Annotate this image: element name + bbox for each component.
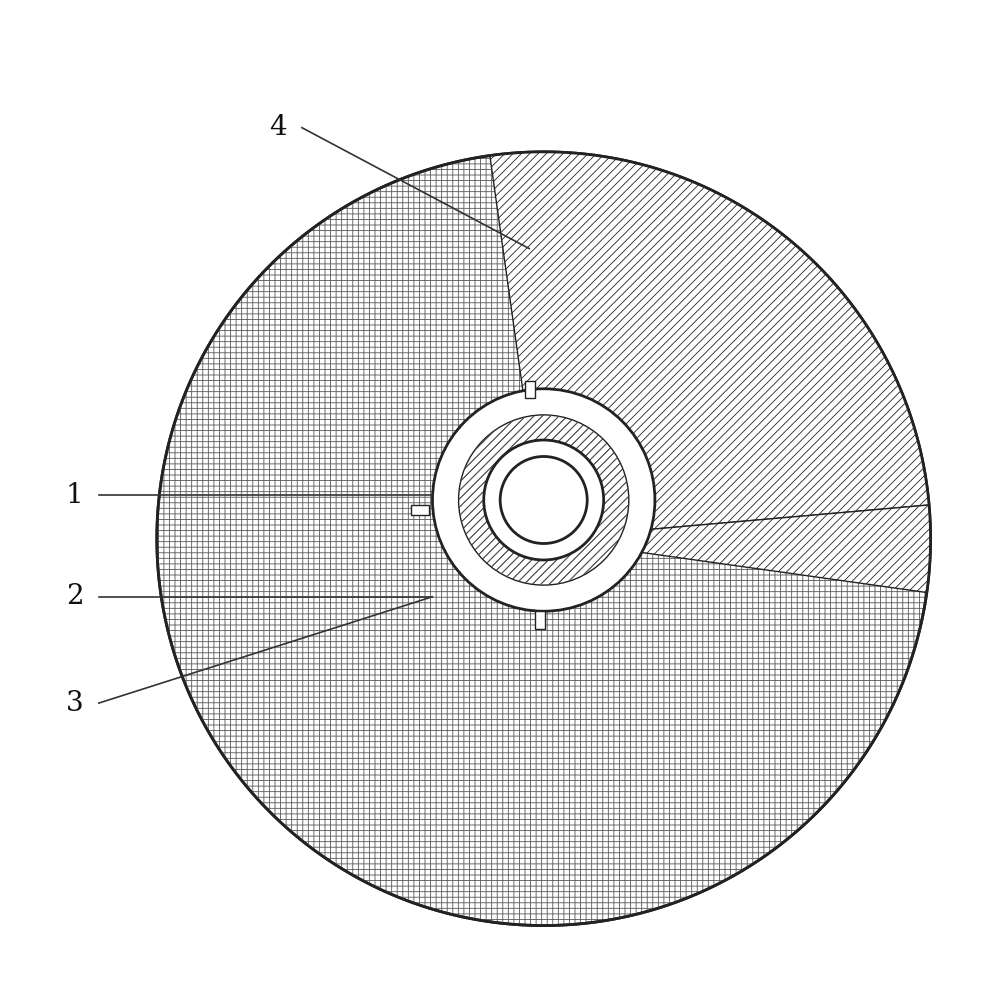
Polygon shape [543,505,931,593]
Circle shape [458,415,629,585]
Text: 1: 1 [66,482,83,509]
Circle shape [500,456,588,544]
Circle shape [484,440,603,560]
Polygon shape [157,152,931,926]
Text: 4: 4 [269,114,286,141]
Text: 3: 3 [66,690,83,717]
Polygon shape [490,152,929,539]
Text: 2: 2 [66,583,83,610]
Bar [525,381,535,398]
Bar [535,611,544,629]
Bar [411,505,429,515]
Circle shape [433,389,655,611]
